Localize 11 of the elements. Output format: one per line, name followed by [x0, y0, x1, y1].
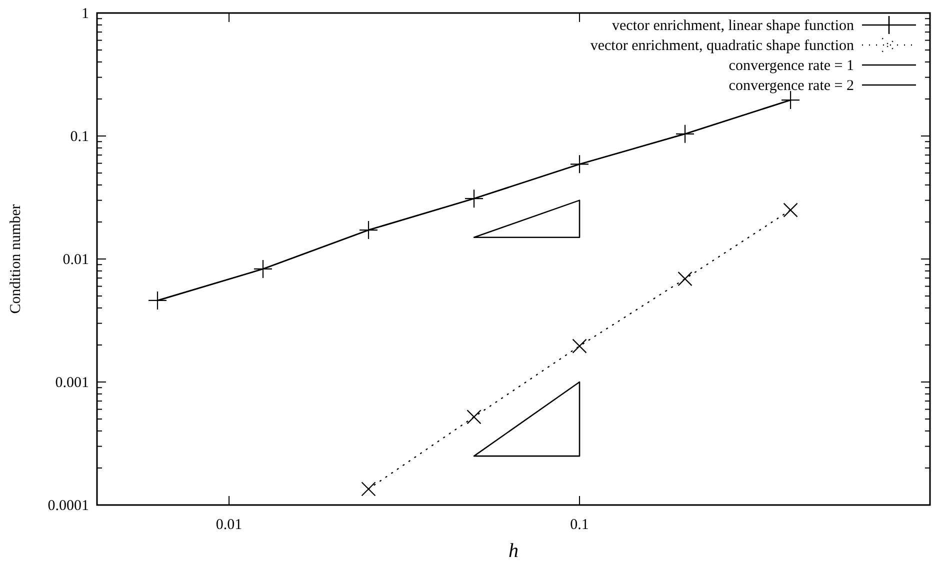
y-axis-title: Condition number: [8, 204, 24, 314]
y-tick-label: 1: [82, 6, 89, 22]
y-tick-label: 0.1: [70, 129, 89, 145]
y-tick-label: 0.01: [62, 252, 89, 268]
legend-label: vector enrichment, quadratic shape function: [590, 38, 854, 54]
annotation: convergence rate = 1: [728, 58, 854, 74]
legend-label: vector enrichment, linear shape function: [612, 18, 854, 34]
annotation: convergence rate = 2: [728, 78, 854, 94]
y-tick-label: 0.0001: [48, 498, 89, 514]
x-axis-title: h: [508, 540, 518, 562]
y-tick-label: 0.001: [55, 375, 89, 391]
